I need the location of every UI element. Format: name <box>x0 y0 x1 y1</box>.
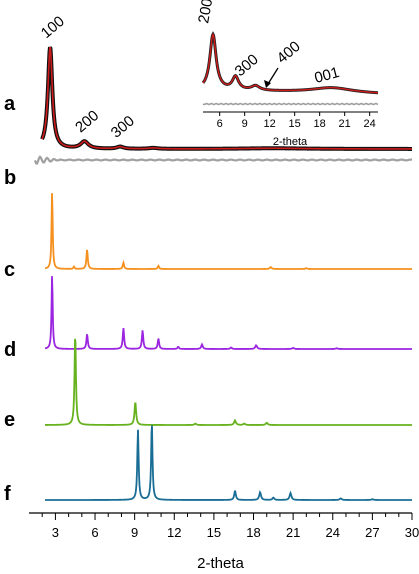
inset-x-axis-title: 2-theta <box>273 136 308 148</box>
x-tick-label-24: 24 <box>326 525 340 540</box>
peak-label-200: 200 <box>72 107 102 136</box>
pattern-line-b <box>33 155 413 165</box>
pattern-line-c <box>44 193 412 270</box>
inset-x-tick-label-21: 21 <box>339 118 351 130</box>
x-tick-label-6: 6 <box>91 525 98 540</box>
x-tick-label-30: 30 <box>405 525 419 540</box>
panel-a: a 100 200 300 <box>4 13 412 151</box>
inset-x-tick-label-6: 6 <box>217 118 223 130</box>
pattern-panels: a 100 200 300 b c d e f <box>4 13 413 505</box>
x-axis: 3 6 9 12 15 18 21 24 27 30 2-theta <box>29 512 419 572</box>
x-tick-label-27: 27 <box>365 525 379 540</box>
panel-label-d: d <box>4 339 16 361</box>
pattern-line-d <box>44 276 412 350</box>
panel-d: d <box>4 276 412 361</box>
inset-peak-label-400: 400 <box>274 38 304 67</box>
pattern-line-e <box>45 338 412 426</box>
panel-label-c: c <box>4 259 15 281</box>
panel-f: f <box>4 425 412 505</box>
panel-label-f: f <box>4 483 11 505</box>
inset-x-tick-label-9: 9 <box>242 118 248 130</box>
inset-x-tick-label-24: 24 <box>364 118 376 130</box>
x-tick-label-21: 21 <box>286 525 300 540</box>
panel-label-a: a <box>4 93 16 115</box>
panel-label-e: e <box>4 409 15 431</box>
x-tick-label-15: 15 <box>207 525 221 540</box>
x-tick-label-9: 9 <box>131 525 138 540</box>
x-tick-label-12: 12 <box>167 525 181 540</box>
panel-e: e <box>4 338 412 431</box>
inset-peak-label-200: 200 <box>195 0 216 25</box>
inset-arrow-line <box>267 67 279 85</box>
panel-c: c <box>4 193 412 281</box>
x-tick-label-3: 3 <box>52 525 59 540</box>
inset-arrow-head <box>264 80 271 88</box>
inset-x-tick-label-15: 15 <box>289 118 301 130</box>
x-tick-label-18: 18 <box>246 525 260 540</box>
inset-residual-line <box>202 102 379 106</box>
fit-line-a <box>40 46 412 151</box>
inset-x-tick-label-12: 12 <box>264 118 276 130</box>
inset-pattern-line <box>202 32 379 94</box>
inset-peak-label-001: 001 <box>313 64 342 87</box>
x-axis-title: 2-theta <box>197 555 244 572</box>
peak-label-300: 300 <box>108 112 138 141</box>
panel-b: b <box>4 155 413 189</box>
pattern-line-a <box>41 46 412 150</box>
peak-label-100: 100 <box>38 13 68 42</box>
inset-x-tick-label-18: 18 <box>314 118 326 130</box>
panel-label-b: b <box>4 167 16 189</box>
pattern-line-f <box>45 425 412 501</box>
